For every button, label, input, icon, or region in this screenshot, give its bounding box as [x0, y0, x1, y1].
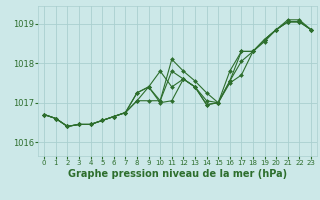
- X-axis label: Graphe pression niveau de la mer (hPa): Graphe pression niveau de la mer (hPa): [68, 169, 287, 179]
